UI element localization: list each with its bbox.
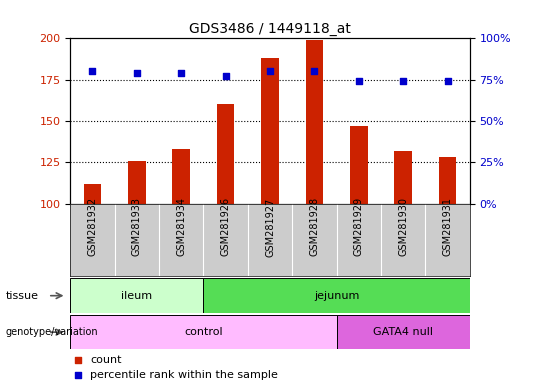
Point [221, 73, 230, 79]
Text: tissue: tissue [5, 291, 38, 301]
Bar [350, 126, 368, 204]
Text: ileum: ileum [122, 291, 152, 301]
Point [399, 78, 408, 84]
Point [266, 68, 274, 74]
Bar [217, 104, 234, 204]
Bar [128, 161, 146, 204]
Point [443, 78, 452, 84]
Point [354, 78, 363, 84]
Point [132, 70, 141, 76]
Bar [70, 278, 204, 313]
Point [88, 68, 97, 74]
Bar [261, 58, 279, 204]
Text: percentile rank within the sample: percentile rank within the sample [90, 370, 278, 380]
Point [74, 372, 83, 378]
Text: control: control [184, 327, 222, 337]
Bar [306, 40, 323, 204]
Bar [172, 149, 190, 204]
Bar [204, 278, 470, 313]
Bar [438, 157, 456, 204]
Bar [394, 151, 412, 204]
Point [74, 357, 83, 363]
Point [310, 68, 319, 74]
Point [177, 70, 186, 76]
Bar [70, 315, 336, 349]
Text: GATA4 null: GATA4 null [373, 327, 433, 337]
Text: jejunum: jejunum [314, 291, 359, 301]
Text: genotype/variation: genotype/variation [5, 327, 98, 337]
Bar [336, 315, 470, 349]
Text: count: count [90, 355, 122, 365]
Bar [84, 184, 102, 204]
Title: GDS3486 / 1449118_at: GDS3486 / 1449118_at [189, 22, 351, 36]
